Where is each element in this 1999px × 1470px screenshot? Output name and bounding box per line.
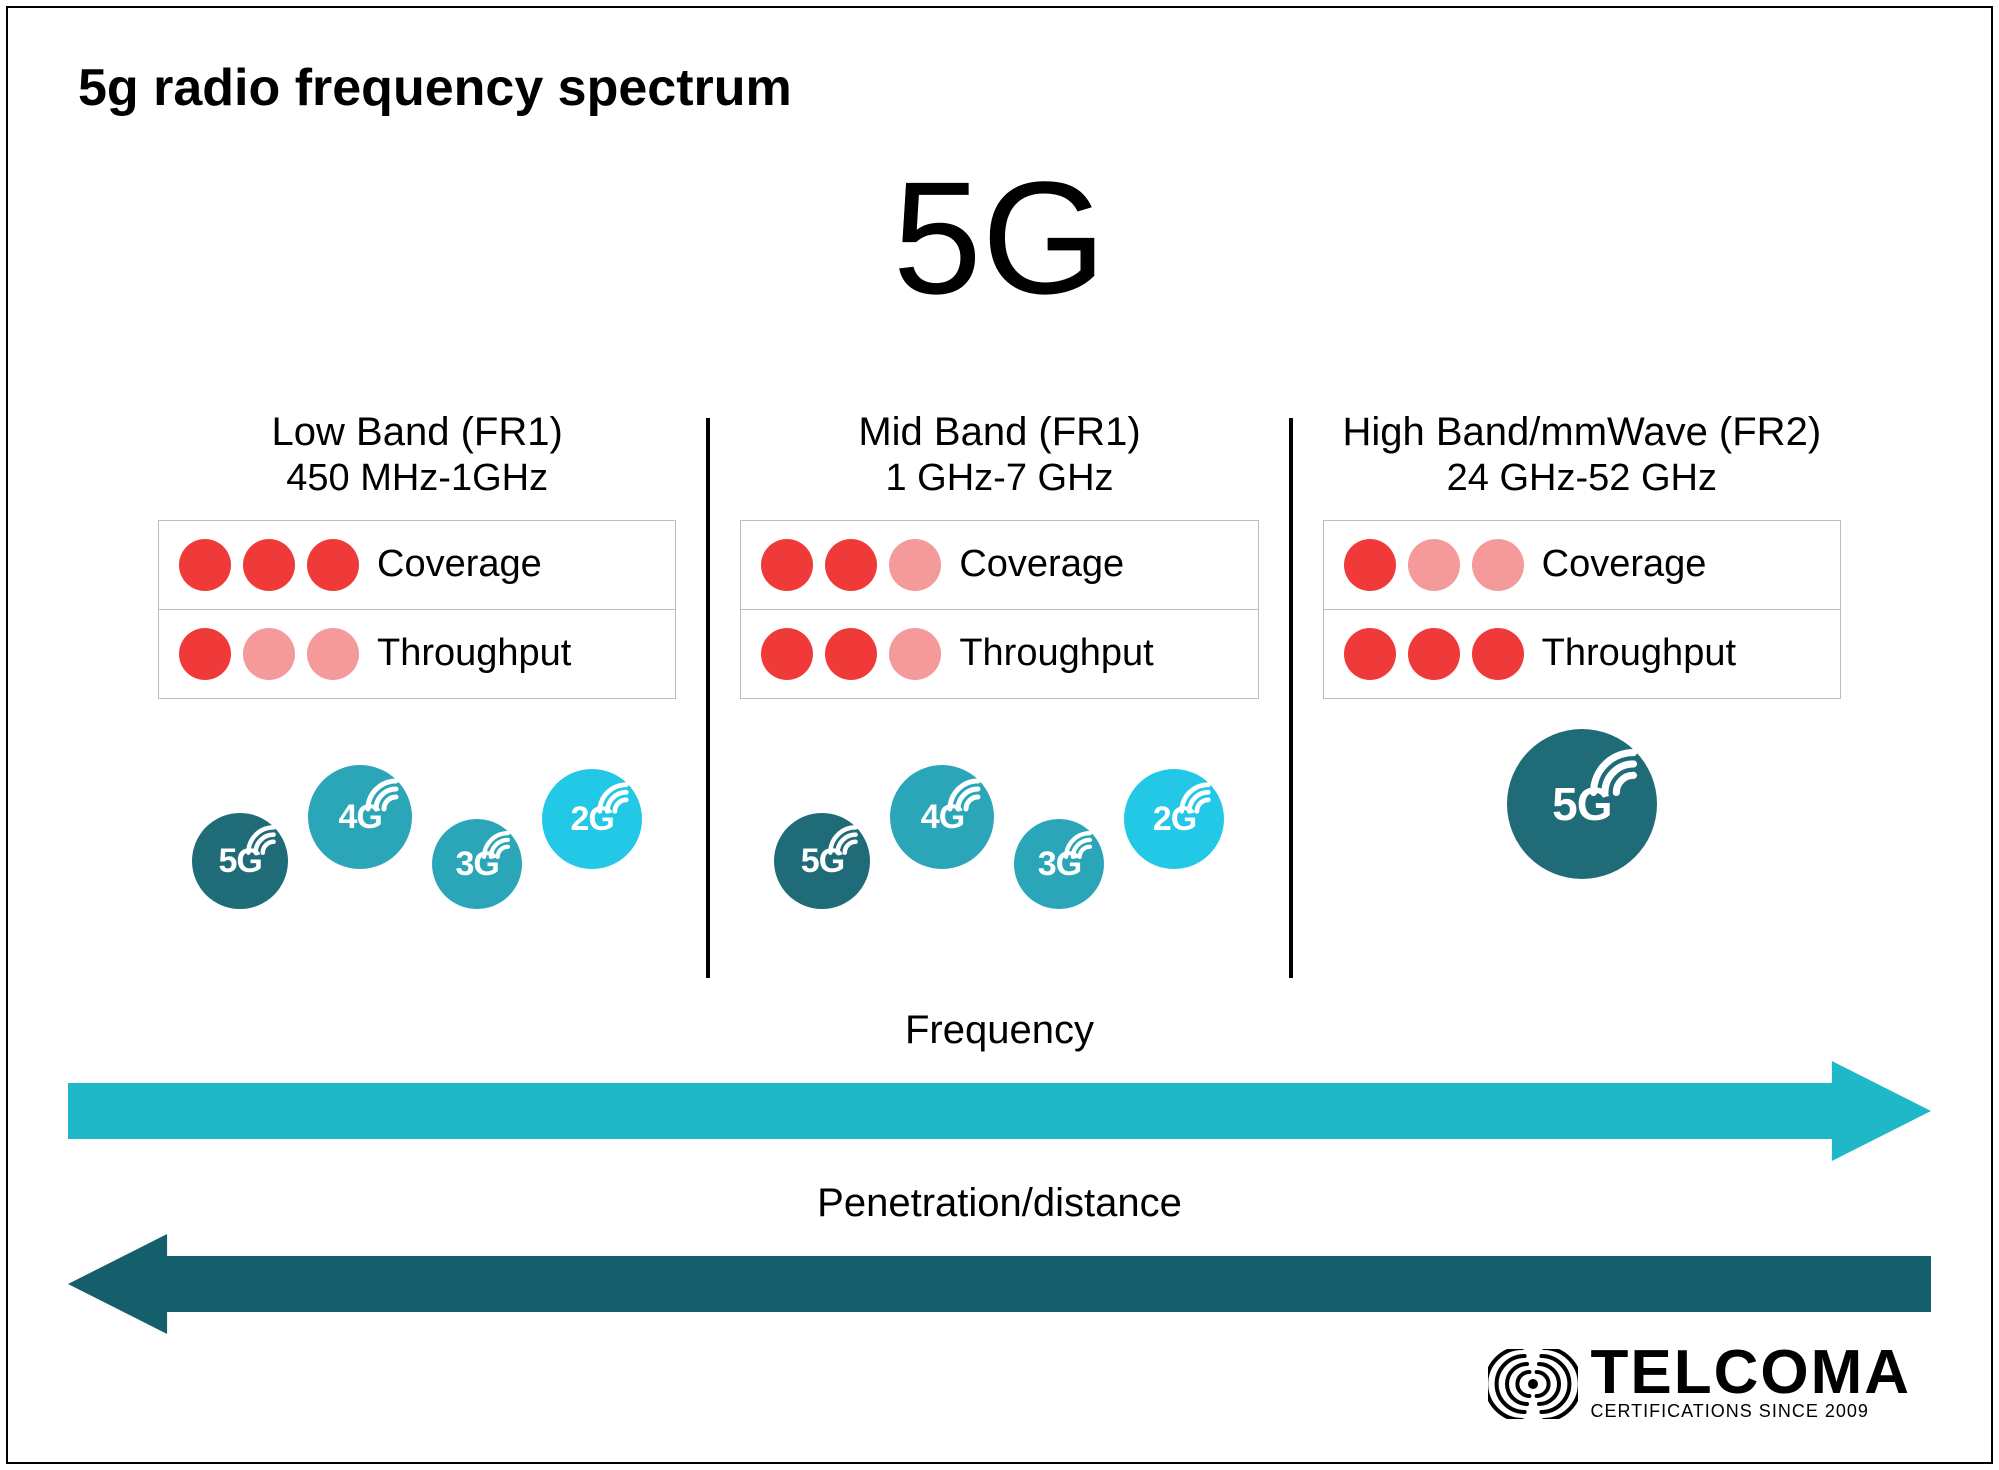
generation-2g-icon: 2G: [1124, 769, 1224, 869]
coverage-label: Coverage: [377, 543, 655, 586]
metrics-box: Coverage Throughput: [158, 520, 676, 699]
rating-dot: [307, 628, 359, 680]
throughput-row: Throughput: [1324, 609, 1840, 698]
band-column: Mid Band (FR1)1 GHz-7 GHz Coverage Through…: [710, 408, 1288, 988]
metrics-box: Coverage Throughput: [1323, 520, 1841, 699]
rating-dot: [825, 628, 877, 680]
rating-dot: [179, 539, 231, 591]
generation-3g-icon: 3G: [1014, 819, 1104, 909]
rating-dot: [1472, 628, 1524, 680]
rating-dot: [1472, 539, 1524, 591]
rating-dot: [1408, 628, 1460, 680]
generations-row: 5G4G3G2G: [148, 729, 686, 879]
rating-dot: [889, 539, 941, 591]
band-range: 450 MHz-1GHz: [148, 456, 686, 502]
throughput-label: Throughput: [959, 632, 1237, 675]
coverage-row: Coverage: [741, 521, 1257, 609]
arrows-region: Frequency Penetration/distance: [68, 1008, 1931, 1354]
rating-dot: [243, 628, 295, 680]
bands-row: Low Band (FR1)450 MHz-1GHz Coverage Throug…: [128, 408, 1871, 988]
generation-4g-icon: 4G: [308, 765, 412, 869]
coverage-label: Coverage: [959, 543, 1237, 586]
band-title: Mid Band (FR1): [730, 408, 1268, 456]
throughput-dots: [1344, 628, 1524, 680]
diagram-frame: 5g radio frequency spectrum 5G Low Band …: [6, 6, 1993, 1464]
generations-row: 5G: [1313, 729, 1851, 879]
generation-4g-icon: 4G: [890, 765, 994, 869]
logo-brand: TELCOMA: [1590, 1345, 1911, 1401]
rating-dot: [761, 539, 813, 591]
band-title: High Band/mmWave (FR2): [1313, 408, 1851, 456]
throughput-dots: [761, 628, 941, 680]
rating-dot: [825, 539, 877, 591]
page-title: 5g radio frequency spectrum: [78, 58, 792, 118]
coverage-dots: [179, 539, 359, 591]
band-range: 1 GHz-7 GHz: [730, 456, 1268, 502]
logo-text: TELCOMA CERTIFICATIONS SINCE 2009: [1590, 1345, 1911, 1422]
coverage-row: Coverage: [1324, 521, 1840, 609]
generation-3g-icon: 3G: [432, 819, 522, 909]
throughput-row: Throughput: [159, 609, 675, 698]
generations-row: 5G4G3G2G: [730, 729, 1268, 879]
rating-dot: [1408, 539, 1460, 591]
rating-dot: [889, 628, 941, 680]
band-range: 24 GHz-52 GHz: [1313, 456, 1851, 502]
penetration-label: Penetration/distance: [68, 1181, 1931, 1226]
logo-tagline: CERTIFICATIONS SINCE 2009: [1590, 1401, 1868, 1422]
rating-dot: [179, 628, 231, 680]
throughput-label: Throughput: [1542, 632, 1820, 675]
hero-5g: 5G: [8, 158, 1991, 318]
rating-dot: [1344, 539, 1396, 591]
generation-2g-icon: 2G: [542, 769, 642, 869]
rating-dot: [1344, 628, 1396, 680]
rating-dot: [307, 539, 359, 591]
band-header: Mid Band (FR1)1 GHz-7 GHz: [730, 408, 1268, 502]
coverage-dots: [761, 539, 941, 591]
rating-dot: [243, 539, 295, 591]
band-header: High Band/mmWave (FR2)24 GHz-52 GHz: [1313, 408, 1851, 502]
coverage-row: Coverage: [159, 521, 675, 609]
rating-dot: [761, 628, 813, 680]
throughput-dots: [179, 628, 359, 680]
penetration-arrow: [68, 1234, 1931, 1334]
band-header: Low Band (FR1)450 MHz-1GHz: [148, 408, 686, 502]
throughput-row: Throughput: [741, 609, 1257, 698]
band-column: Low Band (FR1)450 MHz-1GHz Coverage Throug…: [128, 408, 706, 988]
frequency-arrow: [68, 1061, 1931, 1161]
band-column: High Band/mmWave (FR2)24 GHz-52 GHz Cover…: [1293, 408, 1871, 988]
coverage-label: Coverage: [1542, 543, 1820, 586]
frequency-label: Frequency: [68, 1008, 1931, 1053]
logo-signal-icon: [1488, 1349, 1578, 1419]
throughput-label: Throughput: [377, 632, 655, 675]
logo: TELCOMA CERTIFICATIONS SINCE 2009: [1488, 1345, 1911, 1422]
generation-5g-icon: 5G: [774, 813, 870, 909]
generation-5g-icon: 5G: [192, 813, 288, 909]
band-title: Low Band (FR1): [148, 408, 686, 456]
generation-5g-icon: 5G: [1507, 729, 1657, 879]
coverage-dots: [1344, 539, 1524, 591]
metrics-box: Coverage Throughput: [740, 520, 1258, 699]
